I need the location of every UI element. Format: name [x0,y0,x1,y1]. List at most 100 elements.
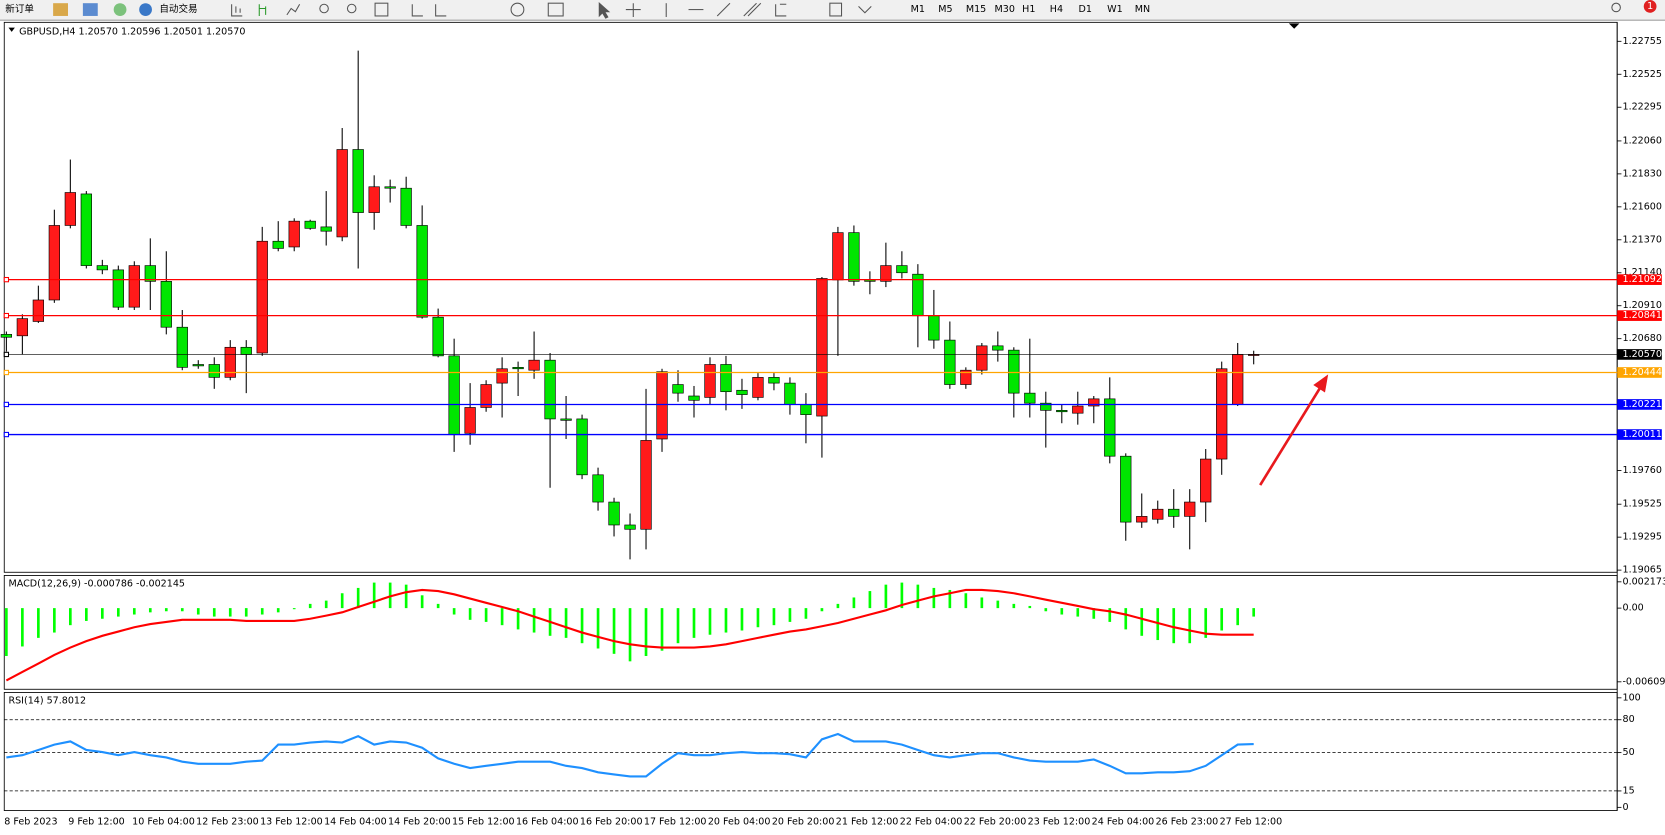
x-tick-label: 16 Feb 04:00 [516,817,579,828]
y-tick-label: 1.19065 [1622,565,1661,576]
timeframe-button[interactable]: M30 [995,4,1015,15]
timeframe-button[interactable]: M1 [911,4,925,15]
toolbar-icon[interactable] [139,3,152,16]
candle-body [736,389,748,395]
candle-body [672,384,684,394]
candle-body [1232,354,1244,405]
toolbar-icons[interactable] [231,2,1621,19]
candle-body [704,364,716,398]
bar-chart-icon[interactable] [231,4,243,17]
textlabel-icon[interactable] [829,2,843,17]
level-handle [3,351,10,358]
y-tick-label: 50 [1622,747,1634,758]
template-icon[interactable] [547,2,564,17]
chart-shift-marker[interactable] [1288,23,1300,29]
y-tick-label: 0 [1622,802,1628,813]
trendline-icon[interactable] [716,2,731,17]
candle-body [320,226,332,232]
candle-body [1136,516,1148,523]
toolbar-icon[interactable] [53,3,69,16]
plot: GBPUSD,H4 1.20570 1.20596 1.20501 1.2057… [0,26,1665,828]
zoom-out[interactable] [346,3,357,14]
cursor-icon[interactable] [598,2,611,19]
x-tick-label: 22 Feb 20:00 [964,817,1027,828]
timeframe-button[interactable]: W1 [1107,4,1123,15]
x-tick-label: 8 Feb 2023 [4,817,57,828]
y-tick-label: 0.002173 [1622,576,1665,587]
candle-body [160,281,172,328]
candle-body [112,269,124,308]
candle-body [624,524,636,530]
y-tick-label: 1.21830 [1622,168,1661,179]
zoom-in[interactable] [319,3,329,14]
y-tick-label: 1.21140 [1622,267,1661,278]
candle-body [512,367,524,370]
y-tick-label: 1.22295 [1622,102,1661,113]
candle-body [288,220,300,248]
level-label-bg [1617,429,1662,440]
candle-body [176,326,188,368]
candle-body [720,364,732,393]
candle-body [1008,349,1020,394]
arrows-icon[interactable] [858,6,872,14]
line-icon[interactable] [286,3,301,16]
x-tick-label: 13 Feb 12:00 [260,817,323,828]
candle-body [528,359,540,371]
candle-body [240,346,252,355]
toolbar-icon[interactable] [82,3,98,16]
candle-body [1184,501,1196,517]
signal-line [5,588,1254,682]
period-icon[interactable] [510,2,525,17]
timeframe-button[interactable]: H1 [1022,4,1035,15]
y-tick-label: 1.19295 [1622,532,1661,543]
notification-count: 1 [1647,1,1653,12]
channel-icon[interactable] [743,2,762,17]
candle-body [48,225,60,301]
candle-body [256,240,268,354]
panel-title: RSI(14) 57.8012 [9,695,87,706]
scroll-icons[interactable] [411,4,447,17]
candle-body [368,186,380,213]
y-tick-label: 0.00 [1622,603,1643,614]
x-tick-label: 24 Feb 04:00 [1092,817,1155,828]
level-label-bg [1617,367,1662,378]
crosshair-icon[interactable] [625,3,641,18]
x-tick-label: 26 Feb 23:00 [1156,817,1219,828]
candle-body [1088,398,1100,407]
x-tick-label: 20 Feb 20:00 [772,817,835,828]
candle-icon[interactable] [258,4,267,16]
panel-title: MACD(12,26,9) -0.000786 -0.002145 [9,578,185,589]
toolbar-icon[interactable] [113,3,127,16]
candle-body [1168,508,1180,517]
timeframe-button[interactable]: M5 [938,4,952,15]
candle-body [0,334,13,338]
symbol-menu[interactable] [8,27,15,32]
timeframe-button[interactable]: H4 [1050,4,1063,15]
candle-body [448,355,460,436]
timeframe-button[interactable]: M15 [966,4,986,15]
timeframe-button[interactable]: MN [1135,4,1150,15]
timeframe-button[interactable]: D1 [1078,4,1091,15]
candle-body [1120,455,1132,523]
level-label: 1.20570 [1622,349,1661,360]
tile[interactable] [374,2,389,17]
auto-trading-button[interactable]: 自动交易 [159,3,197,15]
x-tick-label: 10 Feb 04:00 [132,817,195,828]
y-tick-label: 1.20680 [1622,333,1661,344]
candle-body [960,369,972,385]
y-tick-label: 1.22060 [1622,135,1661,146]
candle-body [848,232,860,282]
x-tick-label: 23 Feb 12:00 [1028,817,1091,828]
notification-badge[interactable] [1643,0,1657,13]
candle-body [784,382,796,405]
y-tick-label: 15 [1622,785,1634,796]
level-handle [3,276,10,283]
x-tick-label: 14 Feb 04:00 [324,817,387,828]
y-tick-label: -0.006094 [1622,676,1665,687]
search-icon[interactable] [1611,2,1621,13]
candle-body [80,193,92,266]
x-tick-label: 22 Feb 04:00 [900,817,963,828]
new-order-button[interactable]: 新订单 [5,3,34,15]
fibo-icon[interactable] [775,3,787,17]
